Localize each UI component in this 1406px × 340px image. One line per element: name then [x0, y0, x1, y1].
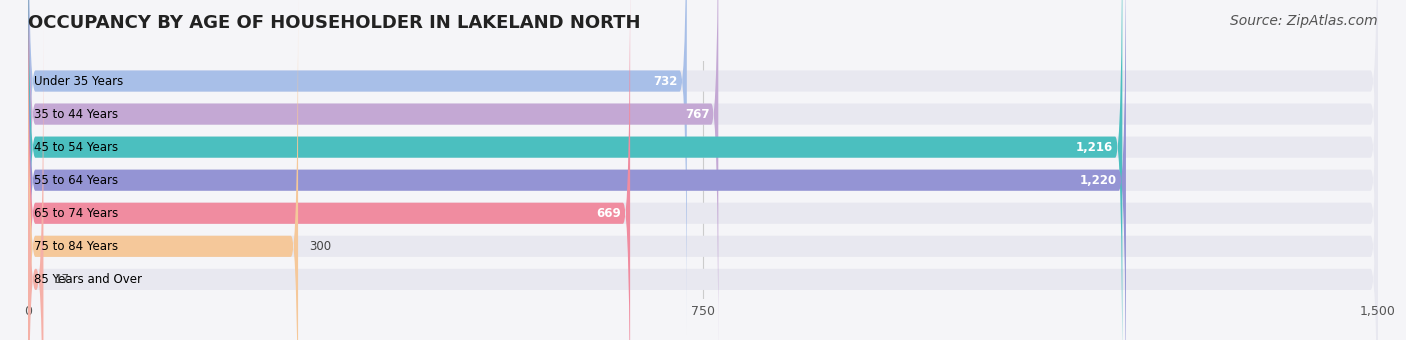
Text: 35 to 44 Years: 35 to 44 Years [34, 107, 118, 121]
FancyBboxPatch shape [28, 0, 1378, 340]
FancyBboxPatch shape [28, 0, 298, 340]
Text: 300: 300 [309, 240, 330, 253]
Text: Under 35 Years: Under 35 Years [34, 74, 122, 87]
Text: 669: 669 [596, 207, 621, 220]
FancyBboxPatch shape [28, 0, 1378, 335]
Text: 75 to 84 Years: 75 to 84 Years [34, 240, 118, 253]
Text: 17: 17 [55, 273, 69, 286]
Text: 85 Years and Over: 85 Years and Over [34, 273, 142, 286]
Text: 732: 732 [654, 74, 678, 87]
FancyBboxPatch shape [28, 0, 1126, 340]
FancyBboxPatch shape [28, 0, 630, 340]
FancyBboxPatch shape [28, 0, 718, 340]
FancyBboxPatch shape [28, 0, 1378, 340]
FancyBboxPatch shape [28, 0, 1378, 340]
Text: 1,220: 1,220 [1080, 174, 1116, 187]
Text: 45 to 54 Years: 45 to 54 Years [34, 141, 118, 154]
Text: 55 to 64 Years: 55 to 64 Years [34, 174, 118, 187]
FancyBboxPatch shape [28, 0, 686, 335]
FancyBboxPatch shape [28, 26, 1378, 340]
FancyBboxPatch shape [28, 0, 1378, 340]
Text: 767: 767 [685, 107, 709, 121]
FancyBboxPatch shape [28, 0, 1378, 340]
Text: 65 to 74 Years: 65 to 74 Years [34, 207, 118, 220]
FancyBboxPatch shape [28, 0, 1122, 340]
FancyBboxPatch shape [28, 26, 44, 340]
Text: Source: ZipAtlas.com: Source: ZipAtlas.com [1230, 14, 1378, 28]
Text: OCCUPANCY BY AGE OF HOUSEHOLDER IN LAKELAND NORTH: OCCUPANCY BY AGE OF HOUSEHOLDER IN LAKEL… [28, 14, 641, 32]
Text: 1,216: 1,216 [1076, 141, 1114, 154]
